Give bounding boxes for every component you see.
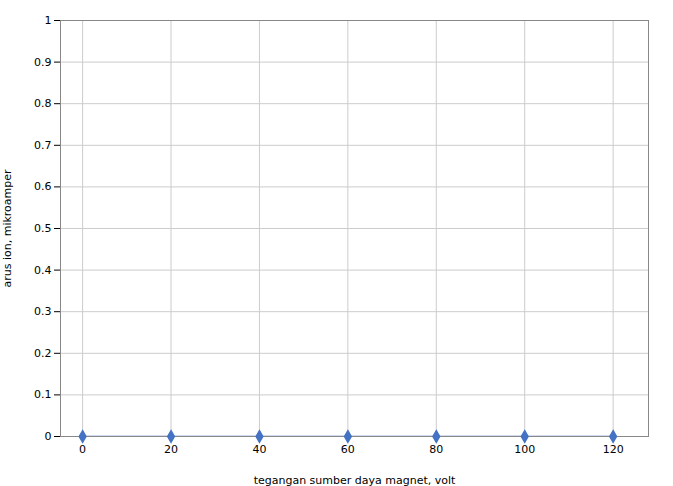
svg-text:0.5: 0.5 — [34, 222, 52, 235]
svg-text:0.2: 0.2 — [34, 347, 52, 360]
svg-text:0.7: 0.7 — [34, 139, 52, 152]
svg-text:120: 120 — [603, 443, 624, 456]
svg-text:0.9: 0.9 — [34, 56, 52, 69]
svg-text:100: 100 — [514, 443, 535, 456]
svg-text:20: 20 — [164, 443, 178, 456]
svg-text:tegangan sumber daya magnet, v: tegangan sumber daya magnet, volt — [254, 474, 456, 486]
svg-text:60: 60 — [341, 443, 355, 456]
svg-text:80: 80 — [429, 443, 443, 456]
svg-text:0: 0 — [45, 430, 52, 443]
svg-text:arus ion, mikroamper: arus ion, mikroamper — [1, 169, 14, 288]
svg-text:0: 0 — [79, 443, 86, 456]
svg-text:0.8: 0.8 — [34, 97, 52, 110]
svg-text:0.1: 0.1 — [34, 388, 52, 401]
svg-text:40: 40 — [252, 443, 266, 456]
svg-text:0.6: 0.6 — [34, 180, 52, 193]
svg-text:0.4: 0.4 — [34, 264, 52, 277]
svg-text:1: 1 — [45, 14, 52, 27]
svg-text:0.3: 0.3 — [34, 305, 52, 318]
